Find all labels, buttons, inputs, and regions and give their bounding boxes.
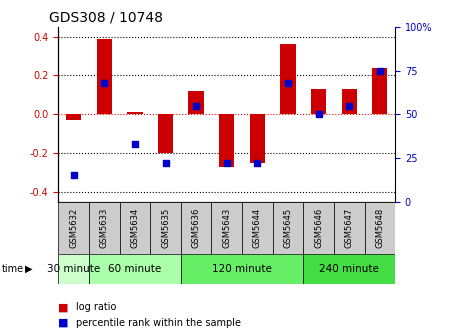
- Bar: [311, 89, 326, 114]
- Bar: [158, 114, 173, 153]
- Text: ▶: ▶: [25, 264, 33, 274]
- Point: [193, 103, 200, 108]
- Bar: [250, 114, 265, 163]
- Text: 240 minute: 240 minute: [319, 264, 379, 274]
- Bar: [189, 91, 204, 114]
- Text: GSM5635: GSM5635: [161, 208, 170, 248]
- Text: log ratio: log ratio: [76, 302, 117, 312]
- Bar: [97, 39, 112, 114]
- Text: 60 minute: 60 minute: [108, 264, 162, 274]
- Bar: [365, 202, 395, 254]
- Bar: [150, 202, 181, 254]
- Text: ■: ■: [58, 302, 69, 312]
- Text: percentile rank within the sample: percentile rank within the sample: [76, 318, 241, 328]
- Bar: [334, 202, 365, 254]
- Bar: [303, 254, 395, 284]
- Text: 30 minute: 30 minute: [47, 264, 100, 274]
- Bar: [219, 114, 234, 167]
- Text: time: time: [2, 264, 24, 274]
- Text: GSM5636: GSM5636: [192, 207, 201, 248]
- Text: GSM5645: GSM5645: [283, 208, 292, 248]
- Point: [70, 173, 77, 178]
- Point: [376, 68, 383, 73]
- Point: [315, 112, 322, 117]
- Text: 120 minute: 120 minute: [212, 264, 272, 274]
- Bar: [211, 202, 242, 254]
- Text: GSM5633: GSM5633: [100, 207, 109, 248]
- Bar: [242, 202, 273, 254]
- Bar: [372, 68, 387, 114]
- Text: GSM5634: GSM5634: [130, 208, 139, 248]
- Bar: [127, 112, 143, 114]
- Bar: [342, 89, 357, 114]
- Point: [346, 103, 353, 108]
- Bar: [119, 202, 150, 254]
- Point: [223, 161, 230, 166]
- Point: [162, 161, 169, 166]
- Bar: [273, 202, 303, 254]
- Bar: [303, 202, 334, 254]
- Text: ■: ■: [58, 318, 69, 328]
- Point: [284, 80, 291, 85]
- Bar: [58, 202, 89, 254]
- Bar: [58, 254, 89, 284]
- Bar: [66, 114, 81, 120]
- Bar: [89, 254, 181, 284]
- Text: GSM5644: GSM5644: [253, 208, 262, 248]
- Point: [131, 141, 138, 146]
- Bar: [280, 44, 295, 114]
- Text: GDS308 / 10748: GDS308 / 10748: [49, 10, 163, 24]
- Text: GSM5647: GSM5647: [345, 208, 354, 248]
- Text: GSM5632: GSM5632: [69, 208, 78, 248]
- Text: GSM5643: GSM5643: [222, 208, 231, 248]
- Text: GSM5646: GSM5646: [314, 208, 323, 248]
- Text: GSM5648: GSM5648: [375, 208, 384, 248]
- Bar: [181, 254, 303, 284]
- Bar: [89, 202, 119, 254]
- Point: [101, 80, 108, 85]
- Point: [254, 161, 261, 166]
- Bar: [181, 202, 211, 254]
